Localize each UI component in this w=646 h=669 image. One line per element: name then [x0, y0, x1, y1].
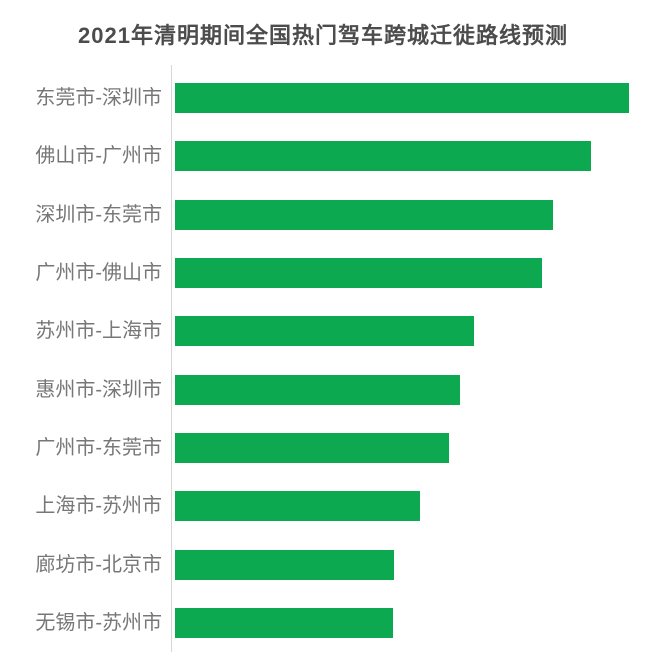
category-label: 苏州市-上海市	[35, 320, 162, 342]
bar-row: 深圳市-东莞市	[0, 200, 646, 230]
bar-row: 广州市-东莞市	[0, 433, 646, 463]
bar-row: 廊坊市-北京市	[0, 550, 646, 580]
bar	[175, 375, 460, 405]
category-label: 东莞市-深圳市	[35, 87, 162, 109]
y-axis-line	[171, 65, 172, 652]
bar	[175, 608, 393, 638]
bar-row: 无锡市-苏州市	[0, 608, 646, 638]
bar-row: 上海市-苏州市	[0, 491, 646, 521]
bar	[175, 433, 449, 463]
chart-title: 2021年清明期间全国热门驾车跨城迁徙路线预测	[78, 23, 568, 48]
category-label: 上海市-苏州市	[35, 495, 162, 517]
bar-row: 惠州市-深圳市	[0, 375, 646, 405]
bar	[175, 550, 394, 580]
category-label: 廊坊市-北京市	[35, 554, 162, 576]
category-label: 广州市-佛山市	[35, 262, 162, 284]
bar	[175, 258, 542, 288]
bar-row: 东莞市-深圳市	[0, 83, 646, 113]
category-label: 深圳市-东莞市	[35, 204, 162, 226]
category-label: 广州市-东莞市	[35, 437, 162, 459]
bar	[175, 83, 629, 113]
bar-row: 苏州市-上海市	[0, 316, 646, 346]
bar-row: 佛山市-广州市	[0, 141, 646, 171]
category-label: 佛山市-广州市	[35, 145, 162, 167]
bar-row: 广州市-佛山市	[0, 258, 646, 288]
bar	[175, 316, 474, 346]
category-label: 惠州市-深圳市	[35, 379, 162, 401]
bar	[175, 141, 591, 171]
bar	[175, 491, 420, 521]
bar	[175, 200, 553, 230]
category-label: 无锡市-苏州市	[35, 612, 162, 634]
